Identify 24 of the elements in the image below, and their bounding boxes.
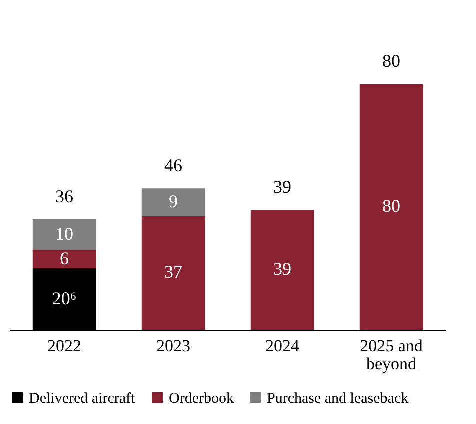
data-label: 20⁶: [52, 288, 77, 308]
total-label: 80: [382, 51, 400, 72]
x-tick-label: 2022: [48, 336, 82, 356]
x-tick-label: 2025 and beyond: [360, 336, 424, 374]
legend-label: Purchase and leaseback: [267, 390, 410, 407]
data-label: 37: [164, 262, 182, 282]
data-label: 10: [56, 224, 74, 244]
total-label: 46: [164, 156, 182, 176]
legend-label: Orderbook: [169, 390, 234, 407]
bar: [142, 188, 206, 216]
bar: [32, 250, 96, 269]
total-label: 39: [274, 177, 292, 198]
legend-label: Delivered aircraft: [29, 390, 136, 407]
bar: [360, 84, 424, 330]
x-tick-label: 2024: [266, 336, 300, 356]
data-label: 80: [382, 196, 400, 216]
data-label: 6: [60, 248, 69, 268]
bar: [250, 210, 314, 330]
bar: [32, 219, 96, 250]
bar: [142, 216, 206, 330]
total-label: 36: [56, 186, 74, 206]
x-tick-label: 2023: [156, 336, 190, 356]
data-label: 39: [274, 259, 292, 280]
data-label: 9: [169, 192, 178, 212]
